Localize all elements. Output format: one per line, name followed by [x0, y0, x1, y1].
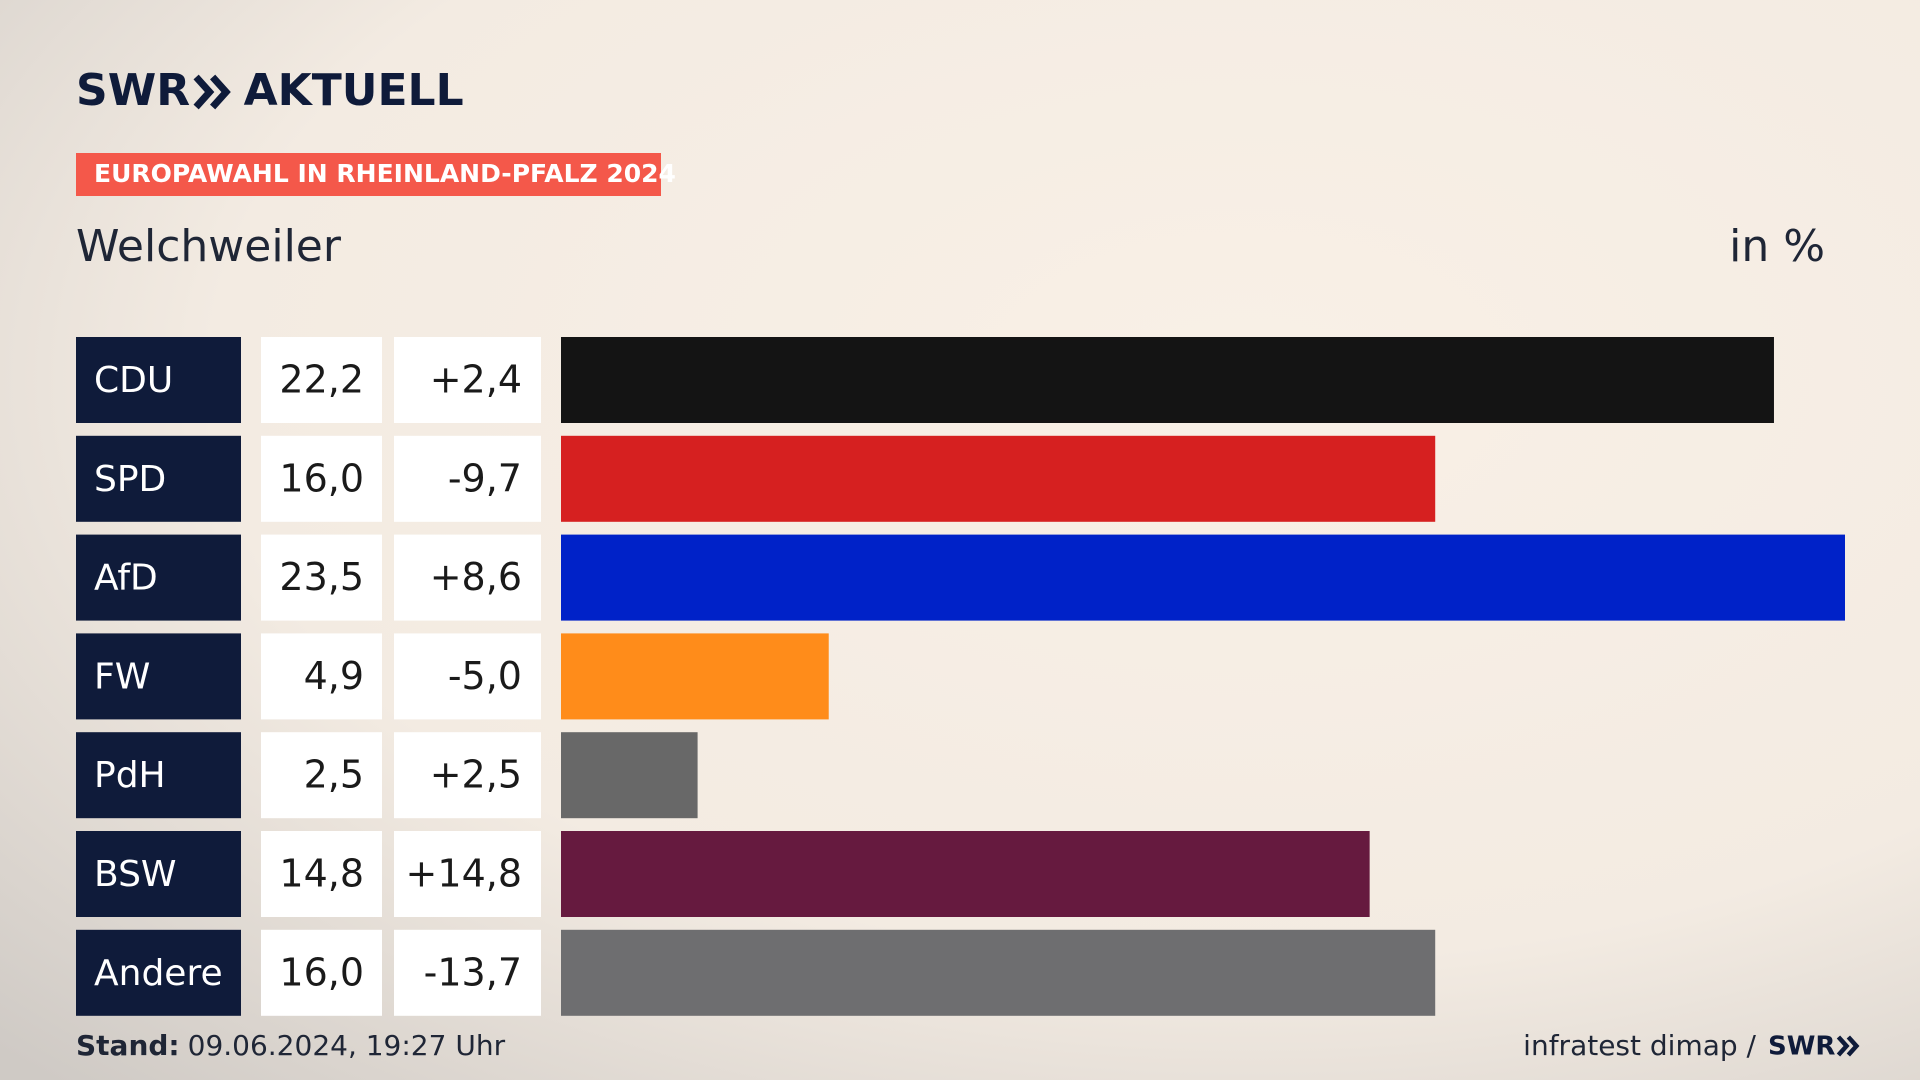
change-label: -13,7: [424, 950, 522, 994]
logo-text: SWR: [76, 65, 190, 116]
location-title: Welchweiler: [76, 221, 342, 272]
logo-chevron: [193, 74, 215, 110]
value-label: 14,8: [279, 852, 364, 896]
value-label: 22,2: [279, 358, 364, 402]
value-box: [261, 831, 382, 917]
change-box: [394, 929, 541, 1016]
party-box: [76, 732, 241, 819]
bar: [561, 633, 829, 720]
value-box: [261, 929, 382, 1016]
bar: [561, 435, 1436, 522]
change-label: +2,4: [430, 358, 522, 402]
change-label: -9,7: [448, 456, 522, 500]
party-label: AfD: [94, 558, 158, 599]
value-label: 16,0: [279, 456, 364, 500]
change-label: -5,0: [448, 654, 522, 698]
badge: [76, 153, 661, 196]
change-box: [394, 831, 541, 917]
change-label: +8,6: [430, 555, 522, 599]
change-box: [394, 435, 541, 522]
party-label: Andere: [94, 953, 223, 994]
value-label: 2,5: [304, 753, 364, 797]
party-box: [76, 435, 241, 522]
value-label: 16,0: [279, 950, 364, 994]
bar: [561, 831, 1370, 917]
change-label: +2,5: [430, 753, 522, 797]
value-box: [261, 534, 382, 621]
bar: [561, 337, 1774, 423]
value-label: 23,5: [279, 555, 364, 599]
bar: [561, 534, 1845, 621]
change-box: [394, 633, 541, 720]
party-label: PdH: [94, 755, 166, 796]
change-label: +14,8: [406, 852, 522, 896]
change-box: [394, 732, 541, 819]
logo-text: AKTUELL: [244, 65, 464, 116]
party-label: FW: [94, 656, 150, 697]
change-box: [394, 337, 541, 423]
change-box: [394, 534, 541, 621]
party-box: [76, 534, 241, 621]
party-box: [76, 633, 241, 720]
logo-chevron: [210, 74, 231, 110]
party-box: [76, 831, 241, 917]
party-label: CDU: [94, 360, 173, 401]
value-box: [261, 732, 382, 819]
value-box: [261, 337, 382, 423]
footer-logo: SWR: [1768, 1032, 1835, 1062]
value-box: [261, 633, 382, 720]
value-label: 4,9: [304, 654, 364, 698]
value-box: [261, 435, 382, 522]
party-box: [76, 337, 241, 423]
footer-date: 09.06.2024, 19:27 Uhr: [188, 1029, 506, 1062]
party-label: BSW: [94, 854, 177, 895]
party-box: [76, 929, 241, 1016]
footer-label: Stand:: [76, 1029, 180, 1062]
party-label: SPD: [94, 459, 166, 500]
bar: [561, 732, 698, 819]
badge-text: EUROPAWAHL IN RHEINLAND-PFALZ 2024: [94, 159, 676, 188]
unit-label: in %: [1729, 221, 1825, 272]
footer-source: infratest dimap /: [1523, 1029, 1756, 1062]
bar: [561, 929, 1436, 1016]
logo-chevron: [1846, 1035, 1860, 1057]
logo-chevron: [1836, 1035, 1850, 1057]
